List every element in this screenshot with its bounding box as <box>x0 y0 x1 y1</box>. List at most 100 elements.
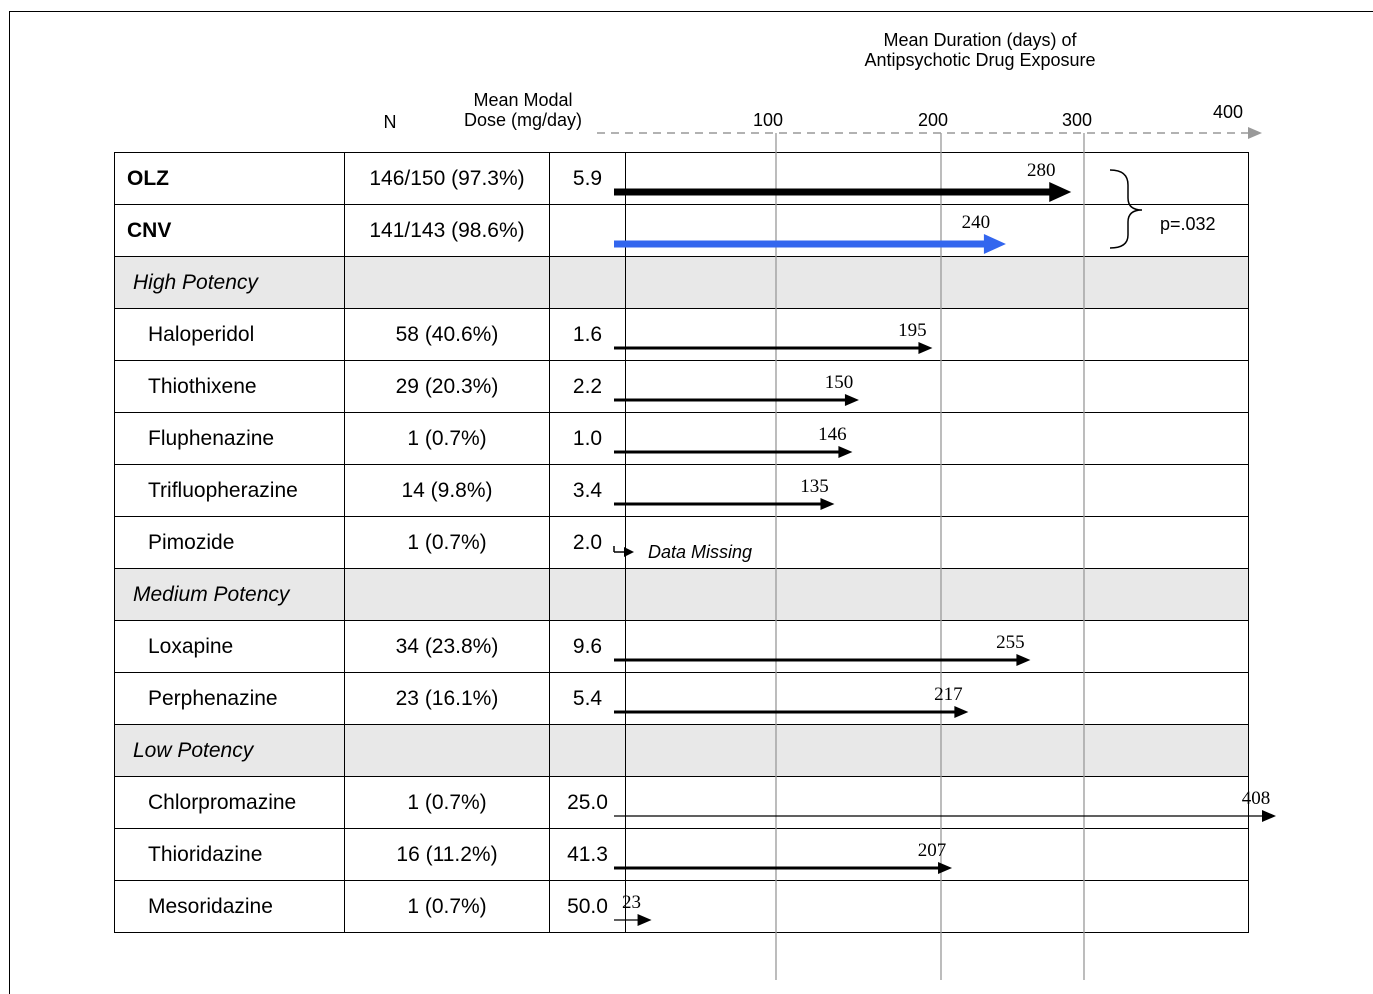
data-label: 135 <box>800 476 829 497</box>
row-bar-cell <box>625 568 1249 621</box>
data-label: 150 <box>825 372 854 393</box>
n-column-header: N <box>383 112 397 132</box>
table-row: Loxapine 34 (23.8%) 9.6 <box>114 620 1249 673</box>
dose-column-header: Mean Modal Dose (mg/day) <box>448 90 598 130</box>
table-row: CNV 141/143 (98.6%) <box>114 204 1249 257</box>
row-bar-cell <box>625 724 1249 777</box>
table-row: Thiothixene 29 (20.3%) 2.2 <box>114 360 1249 413</box>
row-bar-cell <box>625 256 1249 309</box>
data-label: 23 <box>622 892 641 913</box>
duration-title-line1: Mean Duration (days) of <box>883 30 1077 50</box>
row-bar-cell <box>625 516 1249 569</box>
row-bar-cell <box>625 412 1249 465</box>
row-name: OLZ <box>114 152 345 205</box>
data-label: 146 <box>818 424 847 445</box>
x-tick-label: 300 <box>1062 110 1092 130</box>
x-tick-label: 200 <box>918 110 948 130</box>
row-n <box>344 568 550 621</box>
row-name: Medium Potency <box>114 568 345 621</box>
row-name: Mesoridazine <box>114 880 345 933</box>
significance-bracket <box>1109 169 1143 249</box>
table-row: Fluphenazine 1 (0.7%) 1.0 <box>114 412 1249 465</box>
table-row: Perphenazine 23 (16.1%) 5.4 <box>114 672 1249 725</box>
table-row: Pimozide 1 (0.7%) 2.0 <box>114 516 1249 569</box>
row-n: 1 (0.7%) <box>344 412 550 465</box>
row-dose <box>549 724 626 777</box>
data-label: 207 <box>918 840 947 861</box>
row-name: Thioridazine <box>114 828 345 881</box>
axis-arrowhead <box>1248 127 1262 139</box>
row-bar-cell <box>625 776 1249 829</box>
duration-arrowhead <box>1049 182 1072 202</box>
row-n: 1 (0.7%) <box>344 776 550 829</box>
table-row: Chlorpromazine 1 (0.7%) 25.0 <box>114 776 1249 829</box>
duration-arrowhead <box>983 234 1006 254</box>
duration-arrowhead <box>637 914 652 926</box>
p-value-label: p=.032 <box>1160 214 1216 234</box>
duration-arrowhead <box>820 498 835 510</box>
row-dose: 3.4 <box>549 464 626 517</box>
data-label: 240 <box>962 212 991 233</box>
row-dose: 25.0 <box>549 776 626 829</box>
row-dose: 41.3 <box>549 828 626 881</box>
row-dose: 1.6 <box>549 308 626 361</box>
duration-arrowhead <box>844 394 859 406</box>
x-tick-label: 100 <box>753 110 783 130</box>
section-row: Medium Potency <box>114 568 1249 621</box>
dose-header-line2: Dose (mg/day) <box>463 110 583 130</box>
section-row: High Potency <box>114 256 1249 309</box>
row-name: Pimozide <box>114 516 345 569</box>
row-n: 58 (40.6%) <box>344 308 550 361</box>
table-row: Thioridazine 16 (11.2%) 41.3 <box>114 828 1249 881</box>
duration-arrowhead <box>1262 810 1276 822</box>
row-bar-cell <box>625 360 1249 413</box>
drug-table: OLZ 146/150 (97.3%) 5.9 CNV 141/143 (98.6%) H… <box>114 152 1249 933</box>
duration-title-line2: Antipsychotic Drug Exposure <box>864 50 1096 70</box>
row-n: 23 (16.1%) <box>344 672 550 725</box>
row-n <box>344 256 550 309</box>
duration-arrowhead <box>838 446 853 458</box>
data-label: 408 <box>1242 788 1271 809</box>
missing-arrowhead <box>624 547 634 557</box>
table-row: Haloperidol 58 (40.6%) 1.6 <box>114 308 1249 361</box>
duration-title: Mean Duration (days) of Antipsychotic Dr… <box>820 30 1140 70</box>
row-name: Trifluopherazine <box>114 464 345 517</box>
section-row: Low Potency <box>114 724 1249 777</box>
x-tick-label: 400 <box>1213 102 1243 122</box>
row-bar-cell <box>625 152 1249 205</box>
row-name: Chlorpromazine <box>114 776 345 829</box>
row-dose <box>549 256 626 309</box>
row-dose: 9.6 <box>549 620 626 673</box>
row-dose: 50.0 <box>549 880 626 933</box>
row-dose <box>549 204 626 257</box>
row-bar-cell <box>625 672 1249 725</box>
row-name: Low Potency <box>114 724 345 777</box>
row-dose: 2.0 <box>549 516 626 569</box>
table-row: Trifluopherazine 14 (9.8%) 3.4 <box>114 464 1249 517</box>
table-row: OLZ 146/150 (97.3%) 5.9 <box>114 152 1249 205</box>
row-bar-cell <box>625 880 1249 933</box>
row-n: 146/150 (97.3%) <box>344 152 550 205</box>
data-label: 280 <box>1027 160 1056 181</box>
row-n <box>344 724 550 777</box>
data-label: 195 <box>898 320 927 341</box>
row-n: 1 (0.7%) <box>344 516 550 569</box>
row-n: 14 (9.8%) <box>344 464 550 517</box>
duration-arrowhead <box>1016 654 1031 666</box>
duration-arrowhead <box>954 706 969 718</box>
dose-header-line1: Mean Modal <box>473 90 573 110</box>
table-row: Mesoridazine 1 (0.7%) 50.0 <box>114 880 1249 933</box>
row-name: Loxapine <box>114 620 345 673</box>
data-label: 217 <box>934 684 963 705</box>
row-name: Thiothixene <box>114 360 345 413</box>
figure-frame <box>9 11 1373 994</box>
missing-label: Data Missing <box>648 542 752 562</box>
row-n: 29 (20.3%) <box>344 360 550 413</box>
row-name: High Potency <box>114 256 345 309</box>
duration-arrowhead <box>918 342 933 354</box>
row-name: Fluphenazine <box>114 412 345 465</box>
data-label: 255 <box>996 632 1025 653</box>
row-dose: 2.2 <box>549 360 626 413</box>
row-bar-cell <box>625 204 1249 257</box>
